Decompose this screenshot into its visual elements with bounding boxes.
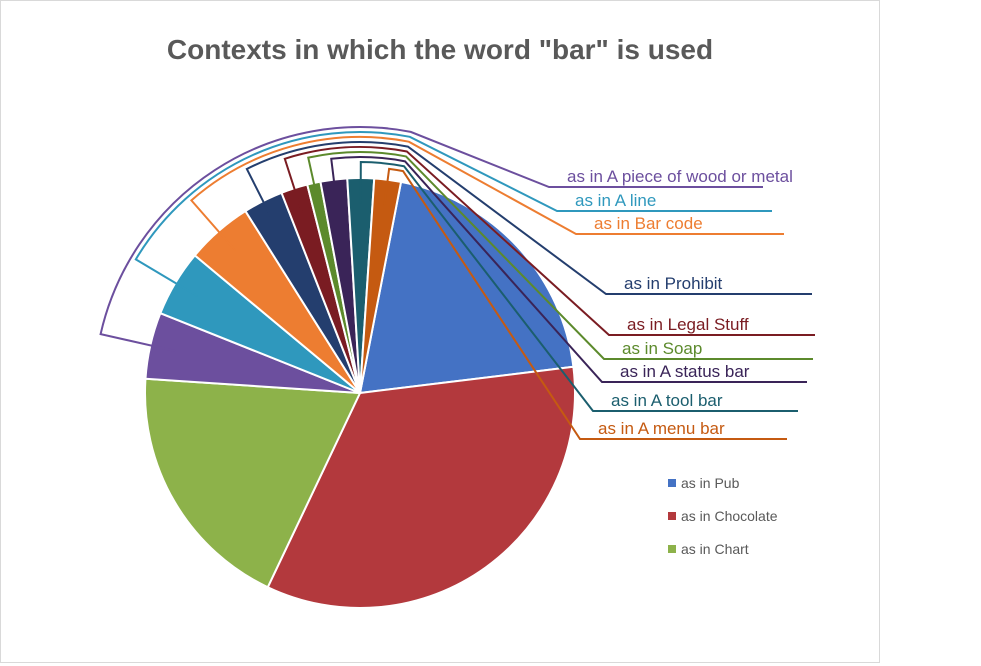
- chart-title: Contexts in which the word "bar" is used: [166, 34, 714, 65]
- callout-line-as-in-prohibit: [245, 141, 812, 295]
- data-label-as-in-a-menu-bar: as in A menu bar: [598, 419, 725, 438]
- data-label-as-in-prohibit: as in Prohibit: [624, 274, 723, 293]
- callouts: as in A piece of wood or metal as in A li…: [99, 126, 815, 440]
- pie-slices: [144, 177, 576, 609]
- data-label-as-in-soap: as in Soap: [622, 339, 702, 358]
- legend-swatch: [668, 545, 676, 553]
- slice-as-in-chart: [144, 377, 362, 589]
- legend-item-as-in-pub: as in Pub: [668, 475, 740, 491]
- data-label-as-in-legal-stuff: as in Legal Stuff: [627, 315, 749, 334]
- callout-line-as-in-a-menu-bar: [383, 167, 787, 440]
- legend-label: as in Pub: [681, 475, 740, 491]
- legend-swatch: [668, 512, 676, 520]
- callout-line-as-in-bar-code: [189, 136, 784, 252]
- data-label-as-in-a-line: as in A line: [575, 191, 656, 210]
- data-label-as-in-a-status-bar: as in A status bar: [620, 362, 750, 381]
- legend-swatch: [668, 479, 676, 487]
- legend-item-as-in-chart: as in Chart: [668, 541, 749, 557]
- callout-line-as-in-a-status-bar: [330, 156, 807, 383]
- data-label-as-in-a-piece-of-wood-or-metal: as in A piece of wood or metal: [567, 167, 793, 186]
- callout-line-as-in-legal-stuff: [283, 146, 815, 336]
- data-label-as-in-a-tool-bar: as in A tool bar: [611, 391, 723, 410]
- callout-line-as-in-a-tool-bar: [359, 160, 798, 412]
- legend: as in Pub as in Chocolate as in Chart: [668, 475, 778, 557]
- legend-label: as in Chart: [681, 541, 749, 557]
- callout-line-as-in-soap: [307, 151, 813, 360]
- legend-item-as-in-chocolate: as in Chocolate: [668, 508, 778, 524]
- data-label-as-in-bar-code: as in Bar code: [594, 214, 703, 233]
- callout-line-as-in-a-line: [134, 131, 772, 297]
- callout-line-as-in-a-piece-of-wood-or-metal: [99, 126, 763, 353]
- legend-label: as in Chocolate: [681, 508, 778, 524]
